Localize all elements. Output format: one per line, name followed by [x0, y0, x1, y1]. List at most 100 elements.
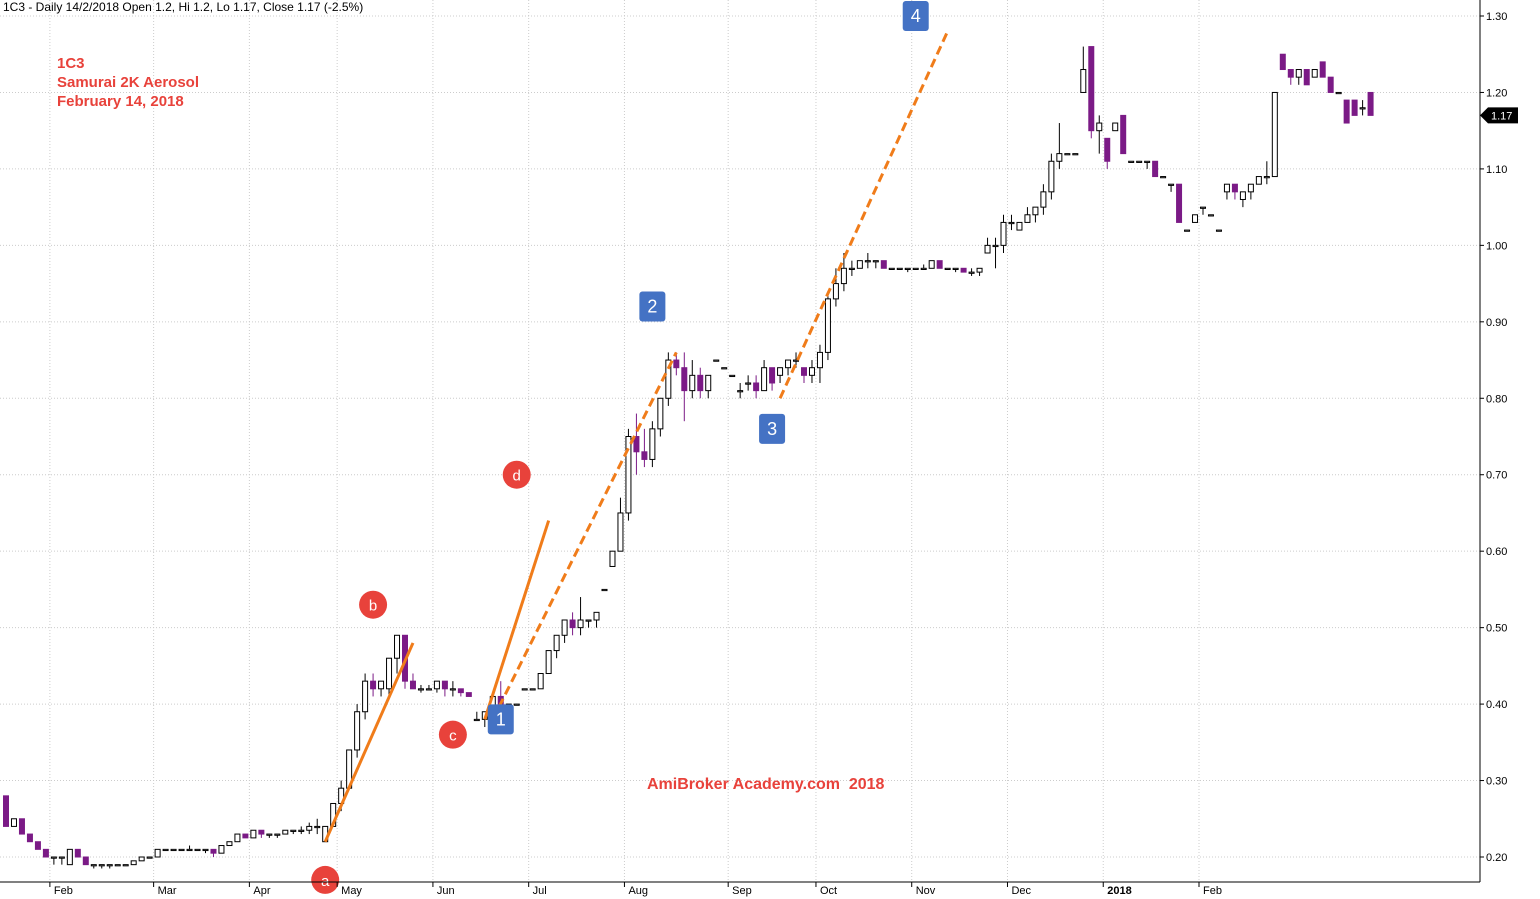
candle-body-up	[1112, 122, 1119, 132]
candle-body-down	[1231, 183, 1238, 193]
candle-body-up	[529, 688, 536, 691]
candle-body-down	[1319, 61, 1326, 78]
candle-body-down	[673, 359, 680, 369]
candle-body-down	[633, 436, 640, 453]
candle-body-up	[202, 848, 209, 852]
candle-body-up	[968, 271, 975, 274]
last-price-label: 1.17	[1491, 110, 1512, 122]
candle-body-down	[1088, 46, 1095, 132]
candle-body-up	[298, 829, 305, 832]
candle-body-up	[513, 703, 520, 706]
x-tick-label: Mar	[158, 885, 177, 897]
y-tick-label: 0.70	[1486, 470, 1507, 482]
candle-body-down	[441, 680, 448, 690]
candle-body-up	[537, 673, 544, 690]
candle-body-up	[1144, 160, 1151, 163]
candle-body-up	[154, 848, 161, 858]
candle-body-up	[657, 397, 664, 430]
candle-body-up	[832, 283, 839, 300]
marker-circle-d	[502, 460, 531, 489]
marker-circle-b	[359, 590, 388, 619]
note-date: February 14, 2018	[57, 93, 184, 110]
candle-body-up	[976, 267, 983, 273]
candle-body-up	[10, 818, 17, 827]
candle-body-up	[314, 825, 321, 829]
candle-body-up	[138, 856, 145, 862]
x-tick-label: Feb	[54, 885, 73, 897]
candle-body-up	[665, 359, 672, 399]
candle-body-up	[1200, 206, 1206, 209]
marker-label-4: 4	[911, 6, 921, 26]
candle-body-up	[106, 864, 113, 867]
candle-body-up	[1184, 229, 1191, 232]
candle-body-up	[848, 267, 855, 270]
candle-body-up	[266, 833, 273, 836]
candle-body-down	[26, 833, 33, 843]
candle-body-up	[649, 428, 656, 460]
watermark: AmiBroker Academy.com 2018	[647, 776, 885, 793]
candle-body-up	[808, 367, 815, 376]
candle-body-up	[1311, 69, 1318, 78]
candle-body-up	[1136, 160, 1143, 163]
marker-label-d: d	[513, 468, 521, 485]
candle-body-up	[186, 848, 193, 852]
x-tick-label: Apr	[253, 885, 270, 897]
pattern-markers: a b c d 1 2 3 4	[311, 1, 929, 894]
candle-body-up	[864, 260, 871, 263]
candle-body-up	[601, 588, 608, 592]
chart-grid	[0, 0, 1480, 882]
candle-body-up	[1056, 153, 1063, 162]
candle-body-up	[1016, 221, 1023, 231]
candle-body-down	[1367, 91, 1374, 116]
candle-body-up	[944, 267, 951, 270]
candle-body-up	[777, 367, 784, 376]
candle-body-up	[66, 848, 73, 866]
trendline-solid	[323, 642, 415, 843]
candle-body-up	[1040, 191, 1047, 208]
candle-body-down	[1287, 69, 1294, 78]
candle-body-up	[306, 825, 313, 831]
y-tick-label: 0.90	[1486, 317, 1507, 329]
candle-body-up	[1359, 107, 1366, 110]
candle-body-up	[250, 829, 257, 839]
candle-body-up	[1168, 183, 1175, 186]
trendline-dashed	[778, 30, 950, 399]
candle-body-up	[545, 650, 552, 675]
candle-body-up	[856, 260, 863, 269]
x-tick-label: Dec	[1011, 885, 1031, 897]
candle-body-down	[1279, 53, 1286, 71]
candle-body-up	[928, 260, 935, 269]
candle-body-up	[114, 864, 121, 867]
candle-body-up	[912, 267, 919, 270]
candle-body-up	[378, 680, 385, 690]
note-company: Samurai 2K Aerosol	[57, 74, 199, 91]
candle-body-up	[721, 367, 728, 370]
marker-square-4	[902, 1, 929, 31]
candle-body-up	[90, 864, 97, 867]
trendline-dashed	[491, 351, 678, 721]
candle-body-up	[178, 848, 185, 852]
candle-body-down	[1120, 114, 1127, 155]
candle-body-up	[1263, 176, 1270, 179]
candle-body-up	[1247, 183, 1254, 193]
candle-body-up	[1008, 221, 1015, 225]
candle-body-up	[282, 829, 289, 835]
candle-body-up	[122, 864, 129, 867]
x-tick-label: Sep	[732, 885, 752, 897]
marker-square-2	[639, 291, 666, 322]
candle-body-up	[553, 634, 560, 652]
candle-body-down	[3, 795, 9, 827]
candle-body-up	[904, 267, 911, 270]
candle-body-up	[816, 351, 823, 369]
candle-body-down	[1176, 183, 1183, 223]
candle-body-down	[74, 848, 81, 858]
x-tick-label: Jul	[533, 885, 547, 897]
y-tick-label: 1.30	[1486, 11, 1507, 23]
marker-label-1: 1	[496, 709, 506, 729]
candle-body-up	[617, 512, 624, 552]
candle-body-down	[465, 692, 472, 697]
trendlines	[323, 30, 950, 843]
x-tick-label: Aug	[628, 885, 648, 897]
candle-body-up	[737, 390, 744, 393]
candle-body-up	[226, 841, 233, 847]
